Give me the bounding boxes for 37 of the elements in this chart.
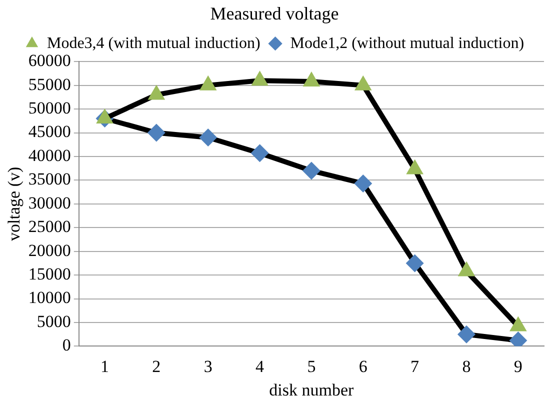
y-tick-label: 25000 [28,217,71,236]
point [406,159,424,174]
x-tick-label: 7 [410,356,420,376]
y-tick-label: 50000 [28,98,71,118]
point [406,254,424,272]
y-tick-label: 60000 [28,51,71,70]
y-tick-label: 30000 [28,193,71,212]
y-tick-label: 10000 [28,288,71,308]
x-axis-title: disk number [269,380,354,400]
y-tick-label: 40000 [28,146,71,165]
y-tick-label: 5000 [36,312,71,331]
point [302,72,320,87]
point [96,108,114,124]
y-tick-label: 20000 [28,240,71,260]
x-tick-label: 5 [307,356,316,376]
y-tick-label: 15000 [28,264,71,284]
x-tick-label: 3 [204,356,212,376]
x-tick-label: 2 [152,356,161,376]
x-tick-label: 4 [256,356,265,376]
x-tick-label: 6 [358,356,368,376]
y-axis-title: voltage (v) [4,166,24,241]
point [251,70,268,86]
y-tick-label: 0 [62,336,71,355]
legend-label: Mode1,2 (without mutual induction) [290,34,524,52]
y-tick-label: 55000 [28,74,71,94]
point [457,325,476,344]
y-tick-label: 45000 [28,122,71,142]
x-tick-label: 8 [462,356,471,376]
point [199,75,217,90]
y-tick-label: 35000 [28,170,71,189]
chart-title: Measured voltage [210,4,339,24]
x-tick-label: 9 [514,356,522,376]
point [148,84,166,100]
legend-label: Mode3,4 (with mutual induction) [46,34,260,52]
x-tick-label: 1 [100,356,109,376]
point [354,75,372,90]
point [458,261,476,276]
